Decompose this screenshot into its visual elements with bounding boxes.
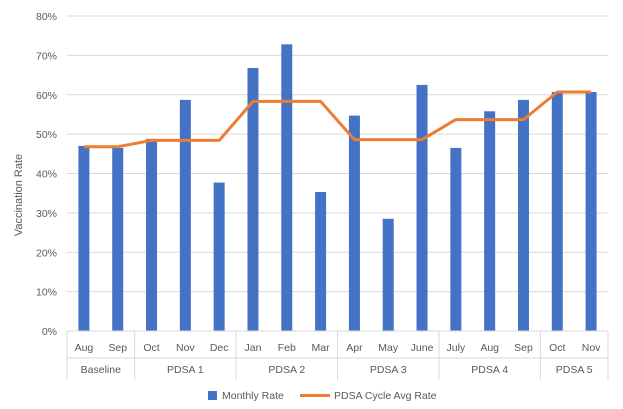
legend-label-monthly-rate: Monthly Rate <box>222 390 284 402</box>
legend-swatch-monthly-rate <box>208 391 217 400</box>
x-tick-label: June <box>411 342 434 354</box>
y-tick-label: 60% <box>36 90 57 102</box>
y-tick-label: 0% <box>42 326 57 338</box>
bar <box>78 145 90 331</box>
y-axis-ticks: 0% 10% 20% 30% 40% 50% 60% 70% 80% <box>36 11 57 338</box>
y-tick-label: 10% <box>36 287 57 299</box>
x-group-label: PDSA 5 <box>556 364 593 376</box>
x-group-label: PDSA 4 <box>471 364 508 376</box>
bar <box>213 182 225 331</box>
x-tick-label: May <box>378 342 399 354</box>
x-tick-label: Dec <box>210 342 229 354</box>
y-tick-label: 70% <box>36 50 57 62</box>
bar <box>281 44 293 331</box>
legend-label-pdsa-avg: PDSA Cycle Avg Rate <box>334 390 437 402</box>
x-axis: Aug Sep Oct Nov Dec Jan Feb Mar Apr May June July Au… <box>66 330 609 380</box>
bar <box>146 138 158 331</box>
x-tick-label: Oct <box>549 342 565 354</box>
x-tick-label: Apr <box>346 342 363 354</box>
x-tick-label: Mar <box>312 342 331 354</box>
y-tick-label: 30% <box>36 208 57 220</box>
x-tick-label: Sep <box>108 342 127 354</box>
bar <box>416 84 428 331</box>
bar <box>382 218 394 331</box>
bar <box>315 192 327 331</box>
gridlines <box>67 15 608 332</box>
x-group-label: PDSA 3 <box>370 364 407 376</box>
y-axis-title: Vaccination Rate <box>13 154 25 236</box>
x-tick-label: Feb <box>278 342 296 354</box>
x-tick-label: Oct <box>143 342 159 354</box>
x-tick-label: Aug <box>75 342 94 354</box>
x-group-label: Baseline <box>81 364 121 376</box>
y-tick-label: 50% <box>36 129 57 141</box>
x-tick-label: Nov <box>176 342 195 354</box>
bar <box>179 99 191 332</box>
avg-rate-line <box>83 90 592 149</box>
y-tick-label: 40% <box>36 169 57 181</box>
x-tick-label: July <box>447 342 466 354</box>
bar <box>450 147 462 331</box>
bar <box>484 111 496 331</box>
bar <box>348 115 360 332</box>
y-tick-label: 20% <box>36 247 57 259</box>
x-tick-label: Aug <box>480 342 499 354</box>
line-series-pdsa-avg <box>83 90 592 149</box>
legend: Monthly Rate PDSA Cycle Avg Rate <box>208 390 437 402</box>
bar <box>517 99 529 332</box>
bar <box>551 91 563 332</box>
x-tick-label: Nov <box>582 342 601 354</box>
x-group-label: PDSA 1 <box>167 364 204 376</box>
bar <box>585 91 597 332</box>
x-group-label: PDSA 2 <box>268 364 305 376</box>
bar <box>112 147 124 331</box>
bar-series-monthly-rate <box>78 44 597 332</box>
x-tick-label: Sep <box>514 342 533 354</box>
x-tick-label: Jan <box>245 342 262 354</box>
y-tick-label: 80% <box>36 11 57 23</box>
bar <box>247 67 259 331</box>
